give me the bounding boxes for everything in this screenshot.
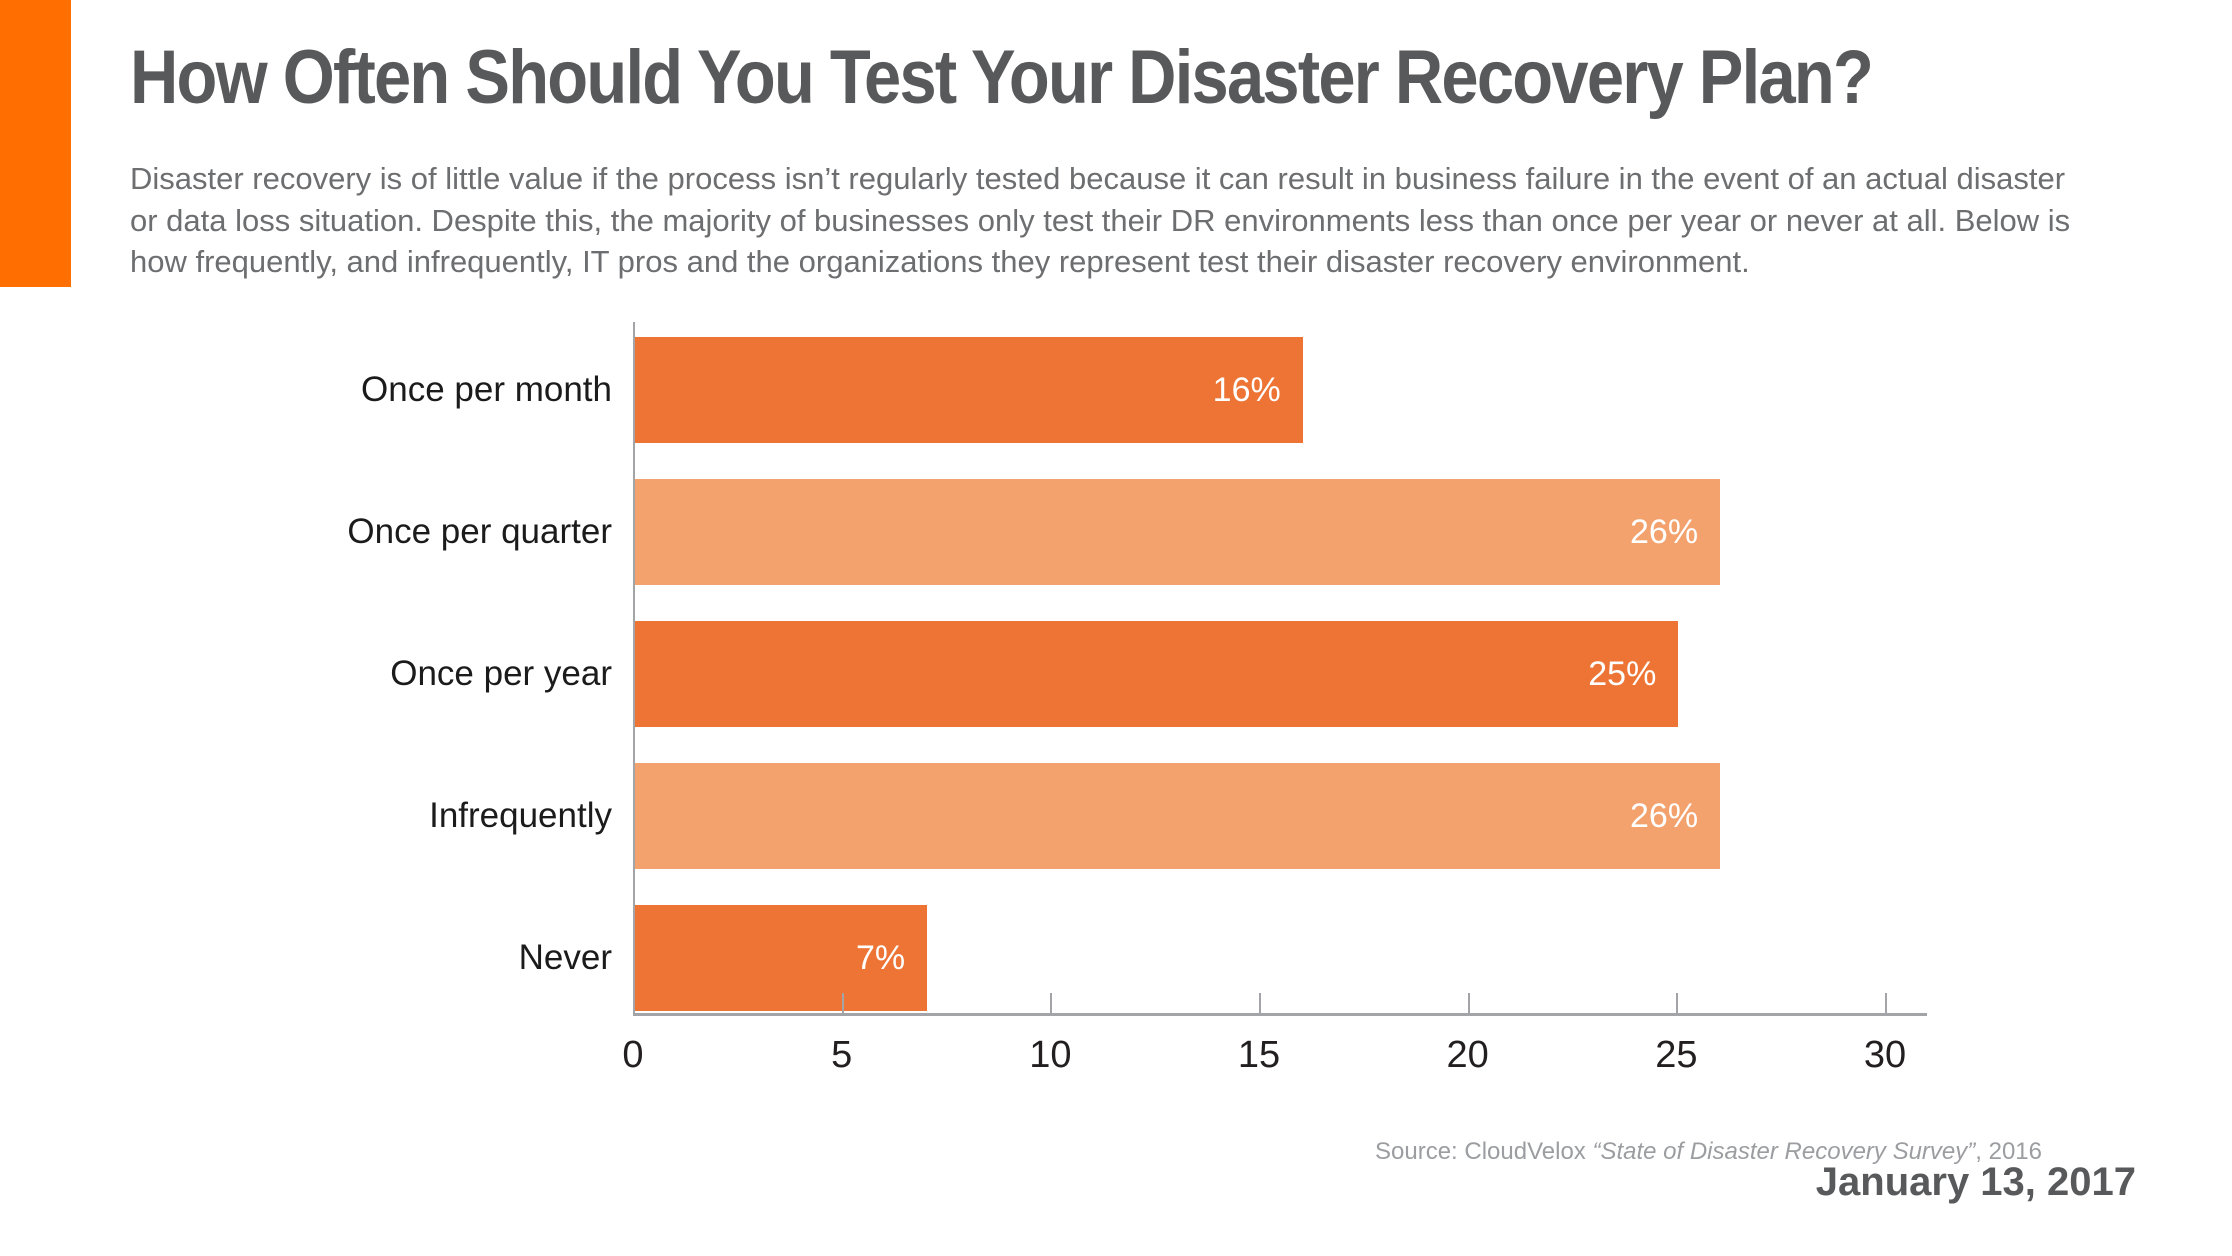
bar-infrequently: 26% bbox=[635, 763, 1721, 869]
x-tick-mark-10 bbox=[1050, 993, 1053, 1013]
x-tick-label-0: 0 bbox=[622, 1034, 644, 1076]
bar-never: 7% bbox=[635, 905, 928, 1011]
source-suffix: , 2016 bbox=[1975, 1138, 2042, 1165]
x-tick-label-30: 30 bbox=[1863, 1034, 1907, 1076]
bar-once-per-month: 16% bbox=[635, 337, 1303, 443]
category-label-never: Never bbox=[518, 938, 612, 977]
bar-once-per-year: 25% bbox=[635, 621, 1679, 727]
bar-once-per-quarter: 26% bbox=[635, 479, 1721, 585]
x-tick-mark-0 bbox=[633, 993, 635, 1013]
bar-value-once-per-quarter: 26% bbox=[1630, 512, 1699, 551]
x-tick-mark-5 bbox=[841, 993, 844, 1013]
category-label-once-per-year: Once per year bbox=[390, 654, 612, 693]
source-attribution: Source: CloudVelox “State of Disaster Re… bbox=[1375, 1138, 2042, 1166]
bar-value-once-per-year: 25% bbox=[1588, 654, 1657, 693]
source-prefix: Source: CloudVelox bbox=[1375, 1138, 1593, 1165]
x-tick-label-10: 10 bbox=[1029, 1034, 1072, 1076]
y-axis-line bbox=[633, 322, 635, 1013]
page-subtitle: Disaster recovery is of little value if … bbox=[130, 161, 2071, 280]
bar-value-infrequently: 26% bbox=[1630, 796, 1699, 835]
publication-date: January 13, 2017 bbox=[1815, 1160, 2136, 1204]
x-tick-mark-30 bbox=[1885, 993, 1887, 1013]
x-tick-label-15: 15 bbox=[1237, 1034, 1281, 1076]
x-tick-mark-15 bbox=[1259, 993, 1261, 1013]
x-tick-label-5: 5 bbox=[831, 1034, 853, 1076]
x-tick-mark-20 bbox=[1467, 993, 1470, 1013]
page-title: How Often Should You Test Your Disaster … bbox=[130, 35, 1874, 120]
category-label-once-per-month: Once per month bbox=[361, 370, 612, 409]
x-tick-mark-25 bbox=[1676, 993, 1679, 1013]
x-tick-label-25: 25 bbox=[1655, 1034, 1698, 1076]
bar-value-once-per-month: 16% bbox=[1212, 370, 1281, 409]
source-survey-title: “State of Disaster Recovery Survey” bbox=[1592, 1138, 1976, 1165]
category-label-infrequently: Infrequently bbox=[429, 796, 612, 835]
category-label-once-per-quarter: Once per quarter bbox=[347, 512, 612, 551]
x-axis-line bbox=[633, 1013, 1927, 1016]
accent-corner-bar bbox=[0, 0, 71, 287]
x-tick-label-20: 20 bbox=[1446, 1034, 1489, 1076]
bar-value-never: 7% bbox=[855, 938, 906, 977]
